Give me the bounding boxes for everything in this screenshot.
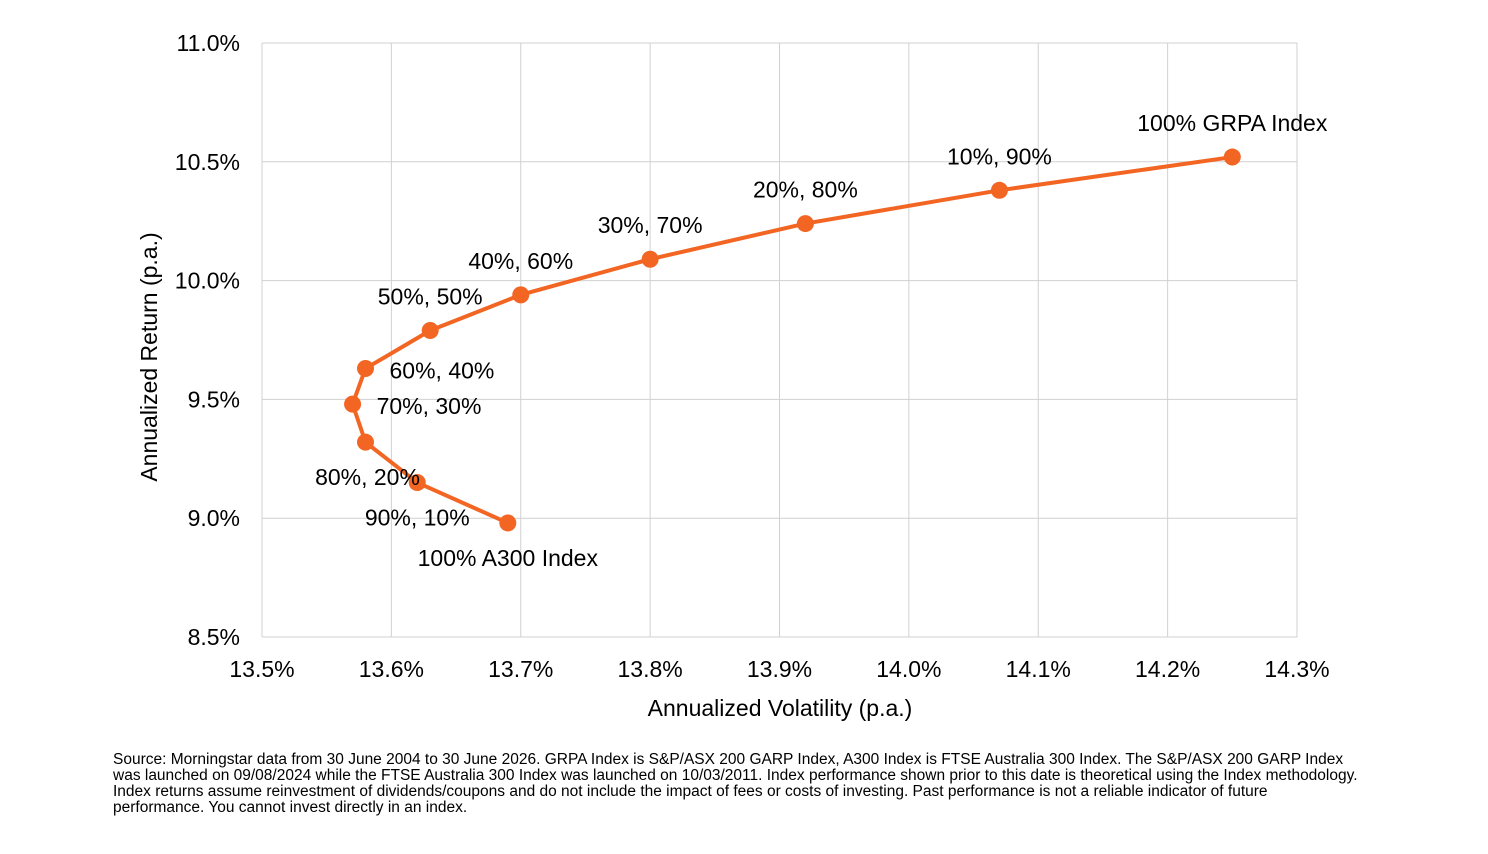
frontier-line bbox=[350, 155, 1233, 525]
gridlines bbox=[261, 42, 1298, 638]
y-axis-title: Annualized Return (p.a.) bbox=[136, 232, 162, 481]
y-tick-label: 9.0% bbox=[188, 505, 240, 531]
x-tick-label: 13.9% bbox=[747, 656, 812, 682]
data-point bbox=[796, 215, 814, 233]
data-label: 100% A300 Index bbox=[418, 545, 599, 571]
y-tick-label: 10.0% bbox=[175, 268, 240, 294]
data-point bbox=[1223, 148, 1241, 166]
data-point bbox=[421, 321, 439, 339]
data-point bbox=[990, 181, 1008, 199]
x-tick-label: 13.5% bbox=[229, 656, 294, 682]
data-label: 30%, 70% bbox=[598, 212, 703, 238]
data-label: 60%, 40% bbox=[390, 358, 495, 384]
series-line bbox=[350, 155, 1233, 525]
data-label: 100% GRPA Index bbox=[1137, 110, 1328, 136]
y-tick-label: 10.5% bbox=[175, 149, 240, 175]
x-tick-label: 13.7% bbox=[488, 656, 553, 682]
tick-labels: 13.5% 13.6% 13.7% 13.8% 13.9% 14.0% 14.1% 14.2%… bbox=[175, 30, 1330, 682]
data-point bbox=[641, 250, 659, 268]
data-point bbox=[357, 360, 374, 378]
x-tick-label: 13.8% bbox=[618, 656, 683, 682]
x-tick-label: 14.1% bbox=[1006, 656, 1071, 682]
x-tick-label: 14.0% bbox=[876, 656, 941, 682]
x-tick-label: 14.2% bbox=[1135, 656, 1200, 682]
data-point bbox=[408, 474, 426, 492]
data-label: 70%, 30% bbox=[377, 393, 482, 419]
data-label: 40%, 60% bbox=[468, 248, 573, 274]
data-label: 20%, 80% bbox=[753, 177, 858, 203]
source-note: Source: Morningstar data from 30 June 20… bbox=[113, 751, 1358, 816]
data-point bbox=[344, 395, 362, 413]
data-label: 80%, 20% bbox=[315, 464, 420, 490]
data-labels: 100% A300 Index 90%, 10% 80%, 20% 70%, 30% 6… bbox=[315, 110, 1328, 571]
y-tick-label: 8.5% bbox=[188, 624, 240, 650]
x-tick-label: 13.6% bbox=[359, 656, 424, 682]
data-point bbox=[499, 514, 517, 532]
data-label: 90%, 10% bbox=[365, 505, 470, 531]
efficient-frontier-chart: 13.5% 13.6% 13.7% 13.8% 13.9% 14.0% 14.1% 14.2%… bbox=[136, 30, 1330, 721]
data-label: 50%, 50% bbox=[378, 283, 483, 309]
data-label: 10%, 90% bbox=[947, 143, 1052, 169]
x-tick-label: 14.3% bbox=[1264, 656, 1329, 682]
data-points bbox=[344, 148, 1241, 532]
y-tick-label: 11.0% bbox=[176, 30, 240, 56]
data-point bbox=[512, 286, 530, 304]
data-point bbox=[357, 433, 374, 451]
y-tick-label: 9.5% bbox=[188, 386, 240, 412]
x-axis-title: Annualized Volatility (p.a.) bbox=[648, 695, 913, 721]
